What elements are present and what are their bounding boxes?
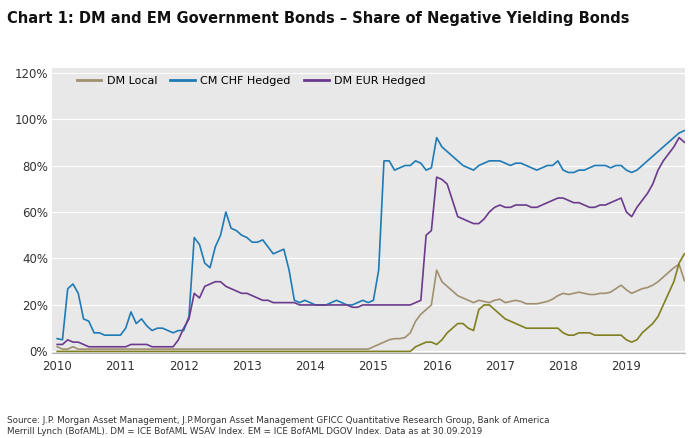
Line: DM EUR Hedged: DM EUR Hedged [57, 138, 685, 347]
DM EUR Hedged [554, 195, 562, 201]
DM Local [53, 344, 61, 350]
Text: Chart 1: DM and EM Government Bonds – Share of Negative Yielding Bonds: Chart 1: DM and EM Government Bonds – Sh… [7, 11, 630, 26]
CM CHF Hedged [53, 336, 61, 341]
Line: CM CHF Hedged: CM CHF Hedged [57, 131, 685, 340]
Text: Source: J.P. Morgan Asset Management, J.P.Morgan Asset Management GFICC Quantita: Source: J.P. Morgan Asset Management, J.… [7, 417, 550, 436]
DM EUR Hedged [664, 151, 673, 156]
DM EUR Hedged [675, 135, 683, 140]
CM CHF Hedged [406, 163, 414, 168]
CM CHF Hedged [227, 226, 236, 231]
DM EUR Hedged [53, 342, 61, 347]
DM EUR Hedged [491, 205, 499, 210]
DM Local [227, 346, 236, 352]
DM Local [190, 346, 198, 352]
CM CHF Hedged [554, 158, 562, 163]
DM Local [675, 261, 683, 267]
DM EUR Hedged [85, 344, 93, 350]
DM EUR Hedged [680, 140, 689, 145]
Legend: DM Local, CM CHF Hedged, DM EUR Hedged: DM Local, CM CHF Hedged, DM EUR Hedged [76, 76, 426, 86]
DM Local [58, 346, 67, 352]
CM CHF Hedged [190, 235, 198, 240]
CM CHF Hedged [58, 337, 67, 343]
CM CHF Hedged [664, 140, 673, 145]
DM EUR Hedged [406, 302, 414, 307]
CM CHF Hedged [491, 158, 499, 163]
CM CHF Hedged [680, 128, 689, 133]
DM Local [406, 330, 414, 336]
DM EUR Hedged [227, 286, 236, 291]
DM Local [664, 270, 673, 275]
DM Local [680, 278, 689, 283]
Line: DM Local: DM Local [57, 264, 685, 349]
DM Local [554, 293, 562, 298]
DM Local [491, 298, 499, 303]
DM EUR Hedged [190, 291, 198, 296]
